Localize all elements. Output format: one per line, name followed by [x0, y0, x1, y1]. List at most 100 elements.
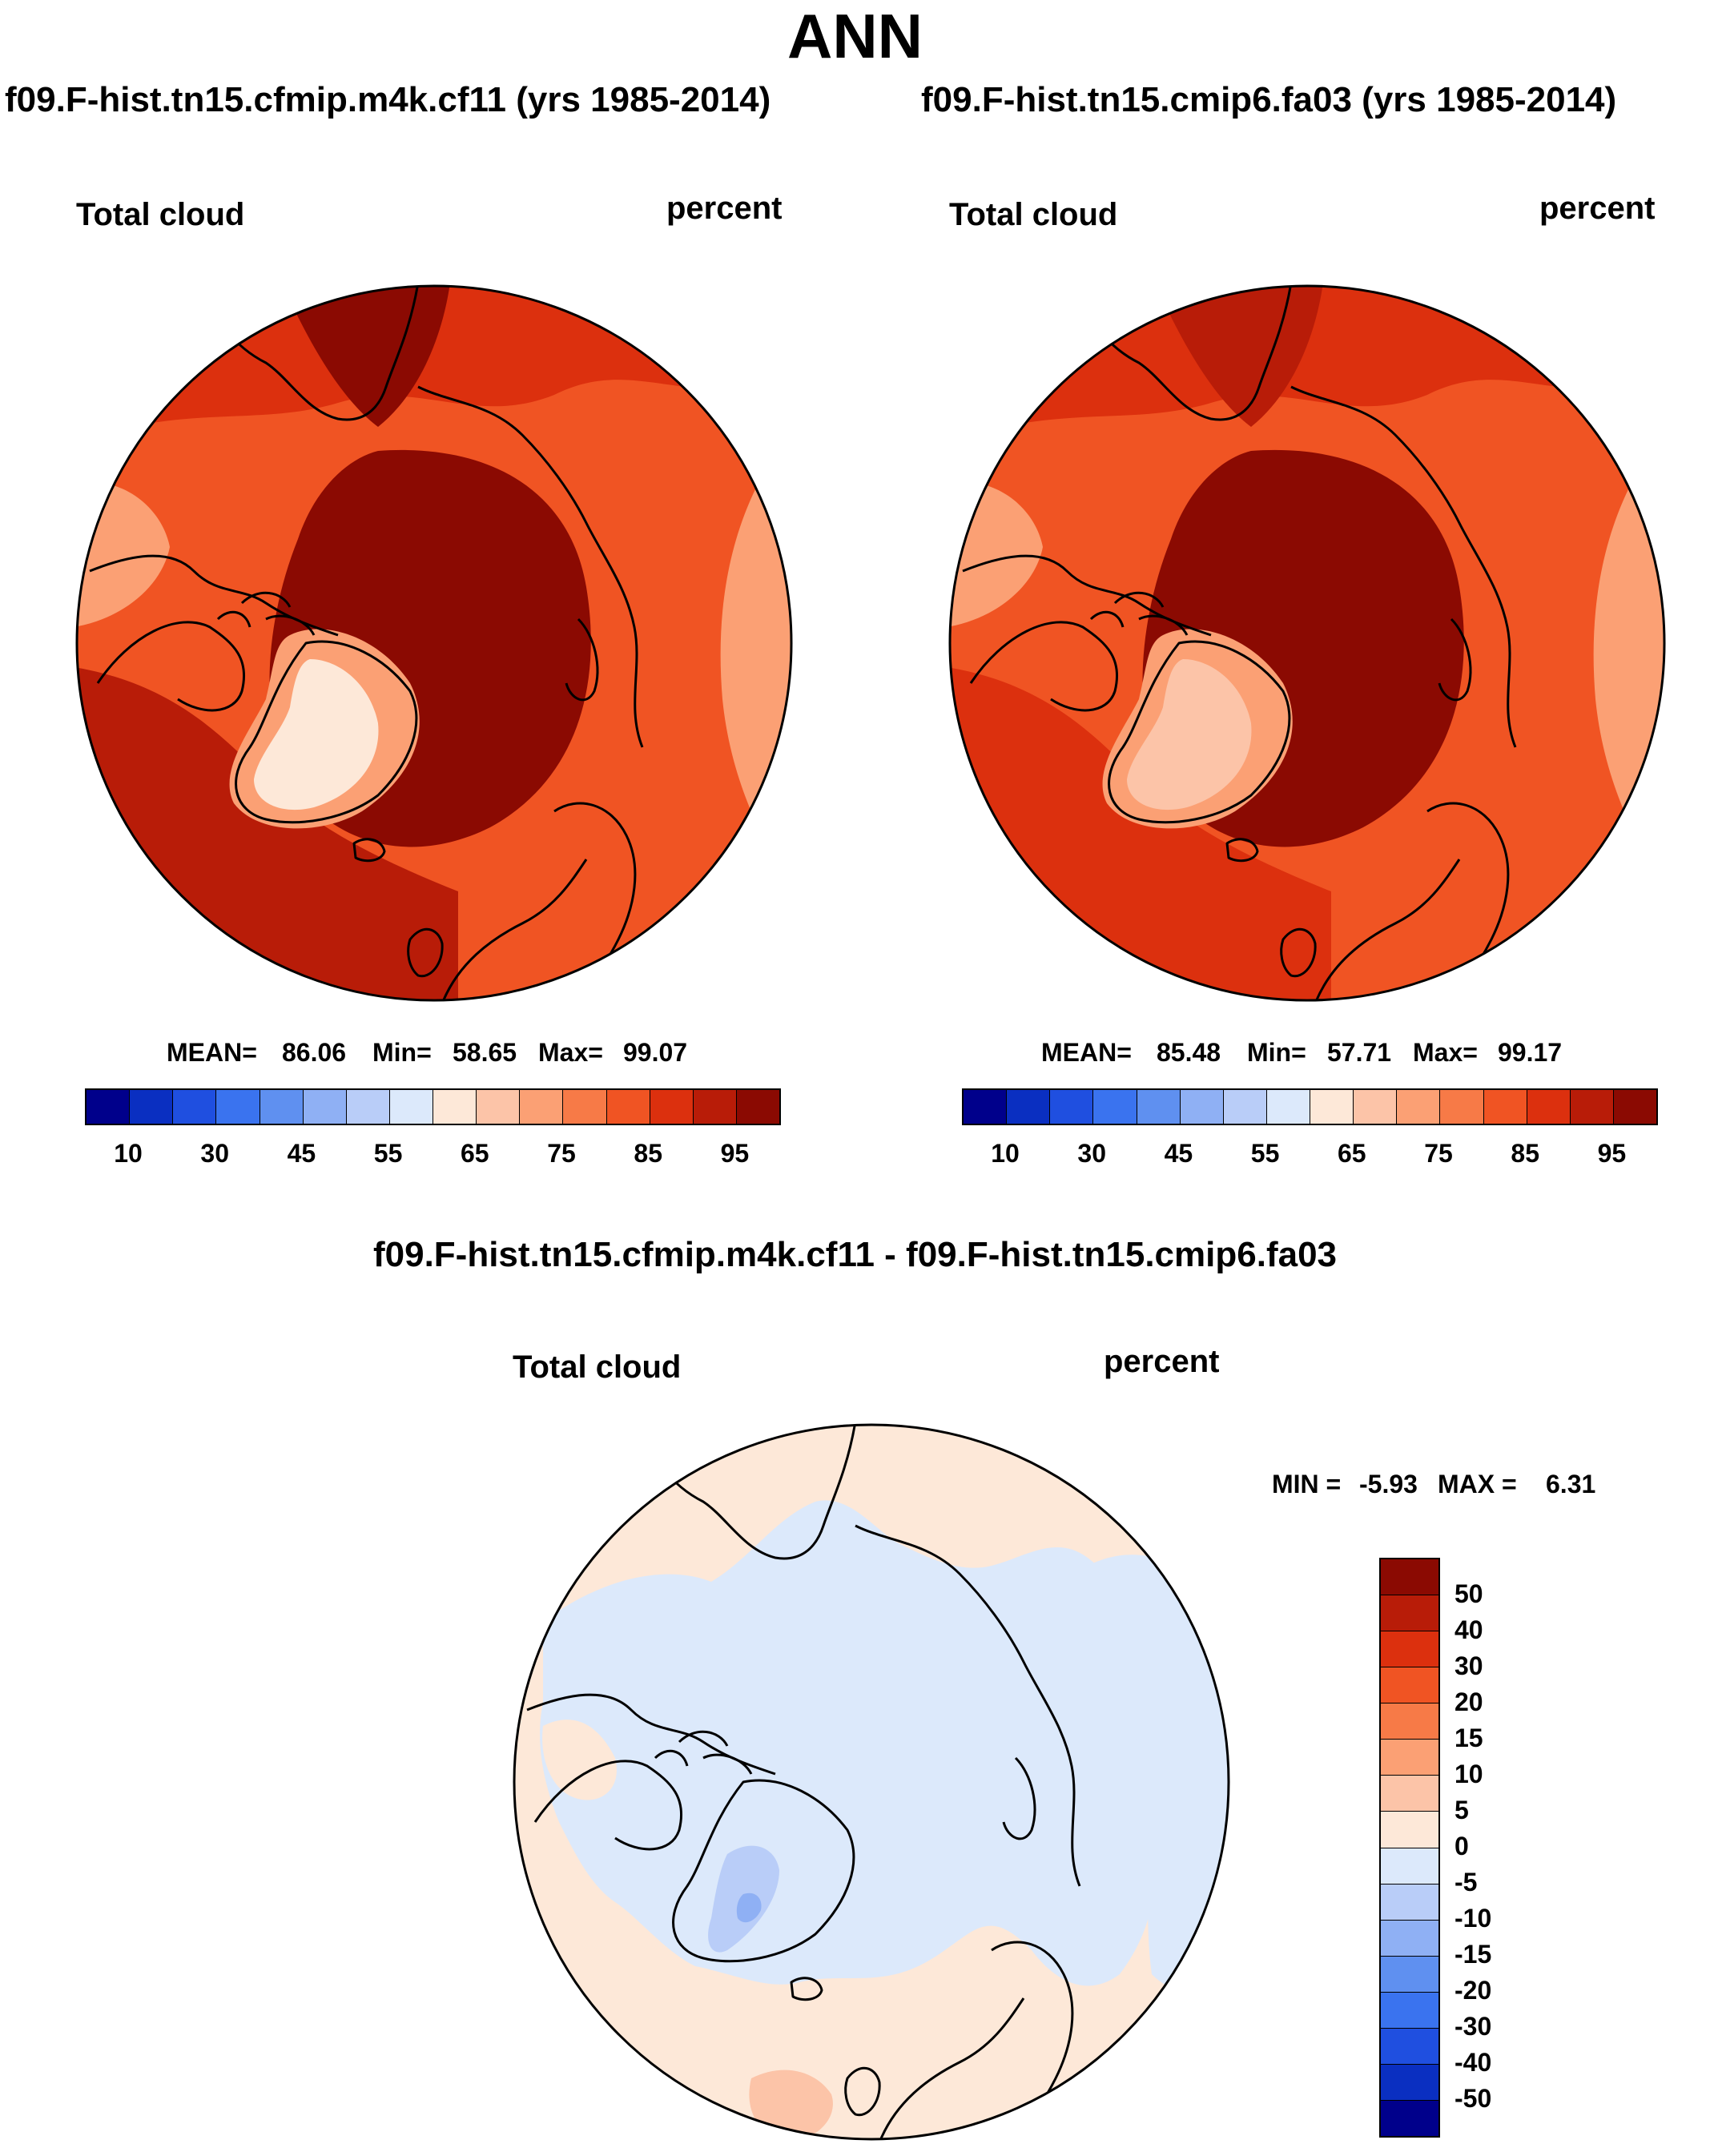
diff-variable-label: Total cloud	[513, 1350, 682, 1385]
colorbar-tick-label: -15	[1455, 1940, 1492, 1969]
colorbar-swatch	[964, 1090, 1008, 1124]
colorbar-tick-label: 95	[720, 1139, 750, 1168]
colorbar-swatch	[1381, 1848, 1438, 1884]
colorbar-tick-label: 75	[1424, 1139, 1453, 1168]
panel2-max-value: 99.17	[1498, 1038, 1563, 1067]
colorbar-swatch	[1381, 1559, 1438, 1596]
colorbar-swatch	[1050, 1090, 1094, 1124]
colorbar-swatch	[1381, 1703, 1438, 1740]
panel1-case-title: f09.F-hist.tn15.cfmip.m4k.cf11 (yrs 1985…	[5, 80, 771, 119]
diff-coast-archipelago	[654, 1730, 753, 1775]
panel2-field-greenland-inner	[1127, 659, 1252, 811]
colorbar-swatch	[1310, 1090, 1354, 1124]
colorbar-swatch	[346, 1090, 390, 1124]
colorbar-tick-label: 30	[200, 1139, 229, 1168]
colorbar-tick-label: 10	[114, 1139, 143, 1168]
colorbar-swatch	[650, 1090, 694, 1124]
colorbar-swatch	[1223, 1090, 1267, 1124]
panel2-coast-greenland	[1108, 640, 1291, 824]
colorbar-swatch	[1381, 1740, 1438, 1776]
colorbar-tick-label: -40	[1455, 2048, 1492, 2077]
panel2-mean-value: 85.48	[1157, 1038, 1221, 1067]
colorbar-swatch	[216, 1090, 260, 1124]
colorbar-swatch	[1527, 1090, 1571, 1124]
diff-field-negative-strong-spot	[736, 1893, 762, 1923]
panel1-coast-hudson	[96, 621, 246, 712]
colorbar-tick-label: -30	[1455, 2012, 1492, 2041]
diff-map-border	[513, 1423, 1230, 2141]
colorbar-swatch	[1381, 1920, 1438, 1957]
panel2-map-border	[948, 284, 1666, 1002]
panel2-case-title: f09.F-hist.tn15.cmip6.fa03 (yrs 1985-201…	[921, 80, 1617, 119]
panel2-min-label: Min=	[1247, 1038, 1306, 1067]
panel1-coast-archipelago	[216, 591, 316, 636]
panel1-field-greenland-inner	[254, 659, 379, 811]
diff-coast-novaya	[1002, 1756, 1036, 1840]
colorbar-swatch	[303, 1090, 347, 1124]
panel2-colorbar-ticks: 10 30 45 55 65 75 85 95	[0, 1139, 1710, 1171]
colorbar-tick-label: 10	[991, 1139, 1020, 1168]
panel1-min-label: Min=	[372, 1038, 432, 1067]
colorbar-swatch	[1381, 1956, 1438, 1993]
colorbar-swatch	[1381, 1992, 1438, 2029]
colorbar-swatch	[1397, 1090, 1441, 1124]
colorbar-tick-label: 95	[1597, 1139, 1627, 1168]
colorbar-swatch	[1381, 1812, 1438, 1848]
colorbar-tick-label: 40	[1455, 1615, 1483, 1644]
panel2-coast-siberia	[1290, 385, 1517, 748]
colorbar-swatch	[1381, 1667, 1438, 1704]
colorbar-tick-label: 65	[1338, 1139, 1366, 1168]
panel1-mean-label: MEAN=	[167, 1038, 257, 1067]
colorbar-tick-label: 50	[1455, 1579, 1483, 1608]
diff-polar-map	[513, 1423, 1230, 2141]
colorbar-swatch	[563, 1090, 607, 1124]
panel1-coast-novaya	[565, 617, 599, 702]
colorbar-swatch	[1266, 1090, 1310, 1124]
colorbar-swatch	[1613, 1090, 1656, 1124]
colorbar-tick-label: 65	[461, 1139, 489, 1168]
colorbar-tick-label: 45	[287, 1139, 316, 1168]
panel1-coast-uk	[407, 927, 444, 978]
colorbar-swatch	[1381, 2100, 1438, 2136]
panel2-variable-label: Total cloud	[949, 197, 1118, 232]
colorbar-tick-label: -50	[1455, 2084, 1492, 2113]
colorbar-swatch	[1381, 1884, 1438, 1921]
colorbar-swatch	[260, 1090, 304, 1124]
colorbar-tick-label: -10	[1455, 1904, 1492, 1933]
panel1-coast-iceland	[352, 838, 386, 863]
diff-title: f09.F-hist.tn15.cfmip.m4k.cf11 - f09.F-h…	[372, 1235, 1338, 1274]
colorbar-tick-label: 55	[1250, 1139, 1280, 1168]
panel1-field-band-bering	[282, 286, 450, 427]
diff-coast-hudson	[533, 1760, 683, 1851]
panel2-coast-novaya	[1438, 617, 1472, 702]
panel2-min-value: 57.71	[1327, 1038, 1392, 1067]
diff-max-label: MAX =	[1438, 1470, 1517, 1498]
diff-coast-greenland	[672, 1779, 855, 1963]
colorbar-swatch	[389, 1090, 433, 1124]
panel1-colorbar	[85, 1088, 781, 1125]
colorbar-swatch	[1381, 2064, 1438, 2101]
colorbar-tick-label: 30	[1077, 1139, 1106, 1168]
colorbar-swatch	[1381, 1595, 1438, 1632]
panel2-coast-iceland	[1225, 838, 1259, 863]
colorbar-tick-label: 75	[547, 1139, 576, 1168]
colorbar-swatch	[1381, 2028, 1438, 2065]
panel2-coast-uk	[1280, 927, 1317, 978]
colorbar-tick-label: 5	[1455, 1796, 1469, 1824]
colorbar-swatch	[1440, 1090, 1484, 1124]
colorbar-swatch	[606, 1090, 650, 1124]
panel2-field-band-bering	[1155, 286, 1323, 427]
diff-units-label: percent	[1104, 1344, 1220, 1379]
colorbar-swatch	[130, 1090, 174, 1124]
panel1-units-label: percent	[666, 191, 783, 226]
colorbar-swatch	[693, 1090, 737, 1124]
colorbar-tick-label: -5	[1455, 1868, 1478, 1897]
diff-coast-iceland	[790, 1977, 823, 2001]
panel2-colorbar	[962, 1088, 1658, 1125]
colorbar-swatch	[1381, 1631, 1438, 1668]
colorbar-swatch	[1354, 1090, 1398, 1124]
panel1-min-value: 58.65	[453, 1038, 517, 1067]
panel1-max-label: Max=	[538, 1038, 603, 1067]
panel1-max-value: 99.07	[623, 1038, 688, 1067]
diff-colorbar-ticks: 50 40 30 20 15 10 5 0 -5 -10 -15 -20 -30 -40 -50	[1455, 0, 1615, 2156]
